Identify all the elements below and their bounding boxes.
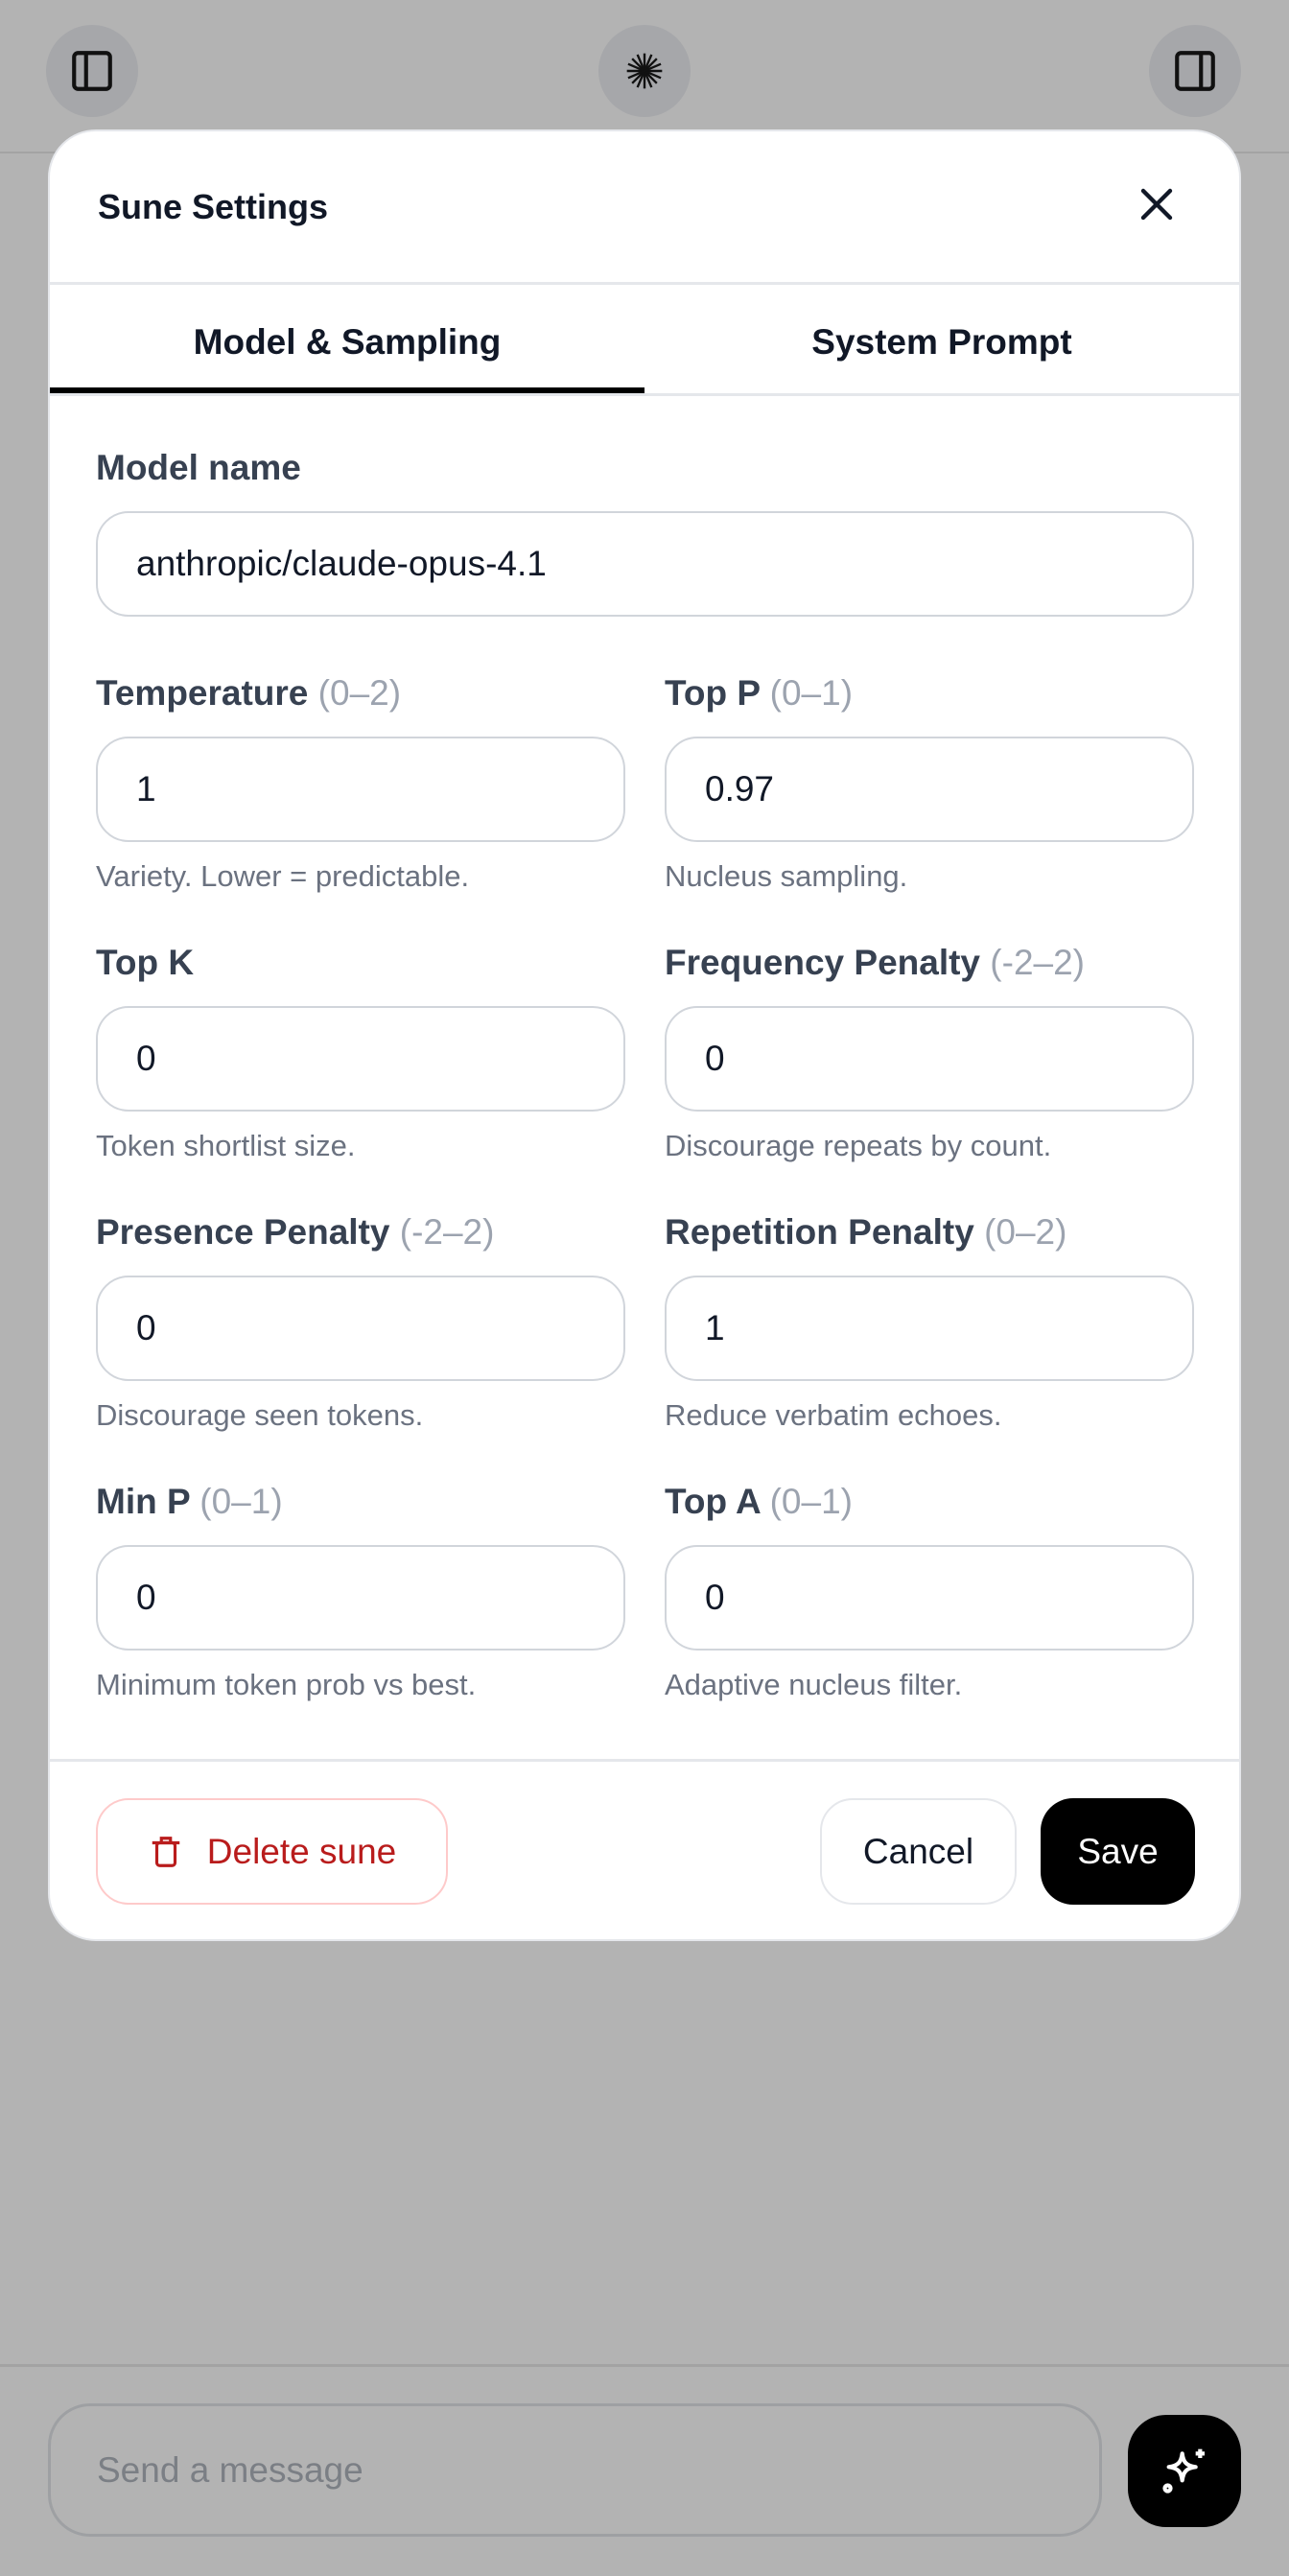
field-label: Temperature (0–2) [96, 673, 625, 714]
field-range: (0–2) [317, 673, 402, 713]
tab-system-prompt[interactable]: System Prompt [811, 322, 1072, 362]
close-button[interactable] [1134, 181, 1180, 227]
field-range: (0–1) [199, 1482, 283, 1521]
delete-label: Delete sune [206, 1831, 397, 1871]
field-label: Min P (0–1) [96, 1482, 625, 1522]
trash-icon [152, 1836, 180, 1867]
field-label-text: Presence Penalty [96, 1212, 390, 1252]
field-label-text: Repetition Penalty [665, 1212, 974, 1252]
setting-field: Top P (0–1) 0.97 Nucleus sampling. [665, 673, 1194, 943]
setting-field: Repetition Penalty (0–2) 1 Reduce verbat… [665, 1212, 1194, 1482]
field-label-text: Min P [96, 1482, 190, 1521]
field-help: Variety. Lower = predictable. [96, 859, 470, 893]
field-label: Frequency Penalty (-2–2) [665, 943, 1194, 983]
sidebar-right-icon [1175, 51, 1215, 91]
save-button[interactable]: Save [1041, 1798, 1195, 1905]
setting-field: Min P (0–1) 0 Minimum token prob vs best… [96, 1482, 625, 1751]
model-name-input[interactable]: anthropic/claude-opus-4.1 [96, 511, 1194, 617]
divider [50, 1759, 1239, 1762]
modal-title: Sune Settings [98, 187, 329, 226]
field-label-text: Top P [665, 673, 761, 713]
field-label-text: Frequency Penalty [665, 943, 981, 982]
sidebar-left-icon [72, 51, 112, 91]
field-range: (-2–2) [399, 1212, 495, 1252]
field-label: Top K [96, 943, 625, 983]
field-range: (0–1) [769, 1482, 853, 1521]
field-input[interactable]: 0 [96, 1276, 625, 1381]
field-help: Nucleus sampling. [665, 859, 908, 893]
field-label-text: Top A [665, 1482, 761, 1521]
field-input[interactable]: 0 [665, 1006, 1194, 1112]
field-label: Repetition Penalty (0–2) [665, 1212, 1194, 1253]
field-label: Top P (0–1) [665, 673, 1194, 714]
settings-modal: Sune Settings Model & Sampling System Pr… [48, 129, 1241, 1941]
logo-button[interactable] [598, 25, 691, 117]
send-button[interactable] [1128, 2415, 1241, 2527]
field-help: Adaptive nucleus filter. [665, 1668, 963, 1701]
field-label: Presence Penalty (-2–2) [96, 1212, 625, 1253]
field-label: Top A (0–1) [665, 1482, 1194, 1522]
divider [50, 393, 1239, 396]
setting-field: Top A (0–1) 0 Adaptive nucleus filter. [665, 1482, 1194, 1751]
message-input[interactable]: Send a message [48, 2403, 1102, 2537]
field-help: Token shortlist size. [96, 1129, 356, 1162]
field-range: (0–2) [984, 1212, 1067, 1252]
setting-field: Temperature (0–2) 1 Variety. Lower = pre… [96, 673, 625, 943]
field-help: Discourage repeats by count. [665, 1129, 1052, 1162]
setting-field: Frequency Penalty (-2–2) 0 Discourage re… [665, 943, 1194, 1212]
field-label-text: Top K [96, 943, 195, 982]
cancel-button[interactable]: Cancel [820, 1798, 1017, 1905]
divider [50, 282, 1239, 285]
field-input[interactable]: 0 [665, 1545, 1194, 1651]
model-name-label: Model name [96, 448, 301, 487]
starburst-logo-icon [626, 53, 663, 89]
setting-field: Top K 0 Token shortlist size. [96, 943, 625, 1212]
setting-field: Presence Penalty (-2–2) 0 Discourage see… [96, 1212, 625, 1482]
field-help: Discourage seen tokens. [96, 1398, 424, 1432]
field-input[interactable]: 0 [96, 1006, 625, 1112]
sampling-fields: Temperature (0–2) 1 Variety. Lower = pre… [96, 673, 1194, 1751]
field-input[interactable]: 1 [665, 1276, 1194, 1381]
toggle-right-sidebar-button[interactable] [1149, 25, 1241, 117]
model-name-field: Model name anthropic/claude-opus-4.1 [96, 448, 1194, 617]
field-input[interactable]: 0.97 [665, 737, 1194, 842]
field-input[interactable]: 0 [96, 1545, 625, 1651]
field-label-text: Temperature [96, 673, 309, 713]
field-input[interactable]: 1 [96, 737, 625, 842]
field-help: Reduce verbatim echoes. [665, 1398, 1002, 1432]
toggle-left-sidebar-button[interactable] [46, 25, 138, 117]
delete-sune-button[interactable]: Delete sune [96, 1798, 448, 1905]
field-help: Minimum token prob vs best. [96, 1668, 477, 1701]
field-range: (-2–2) [990, 943, 1085, 982]
composer-divider [0, 2364, 1289, 2367]
sparkles-icon [1162, 2448, 1205, 2494]
close-icon [1140, 188, 1173, 221]
field-range: (0–1) [769, 673, 854, 713]
tab-model-sampling[interactable]: Model & Sampling [50, 294, 644, 393]
